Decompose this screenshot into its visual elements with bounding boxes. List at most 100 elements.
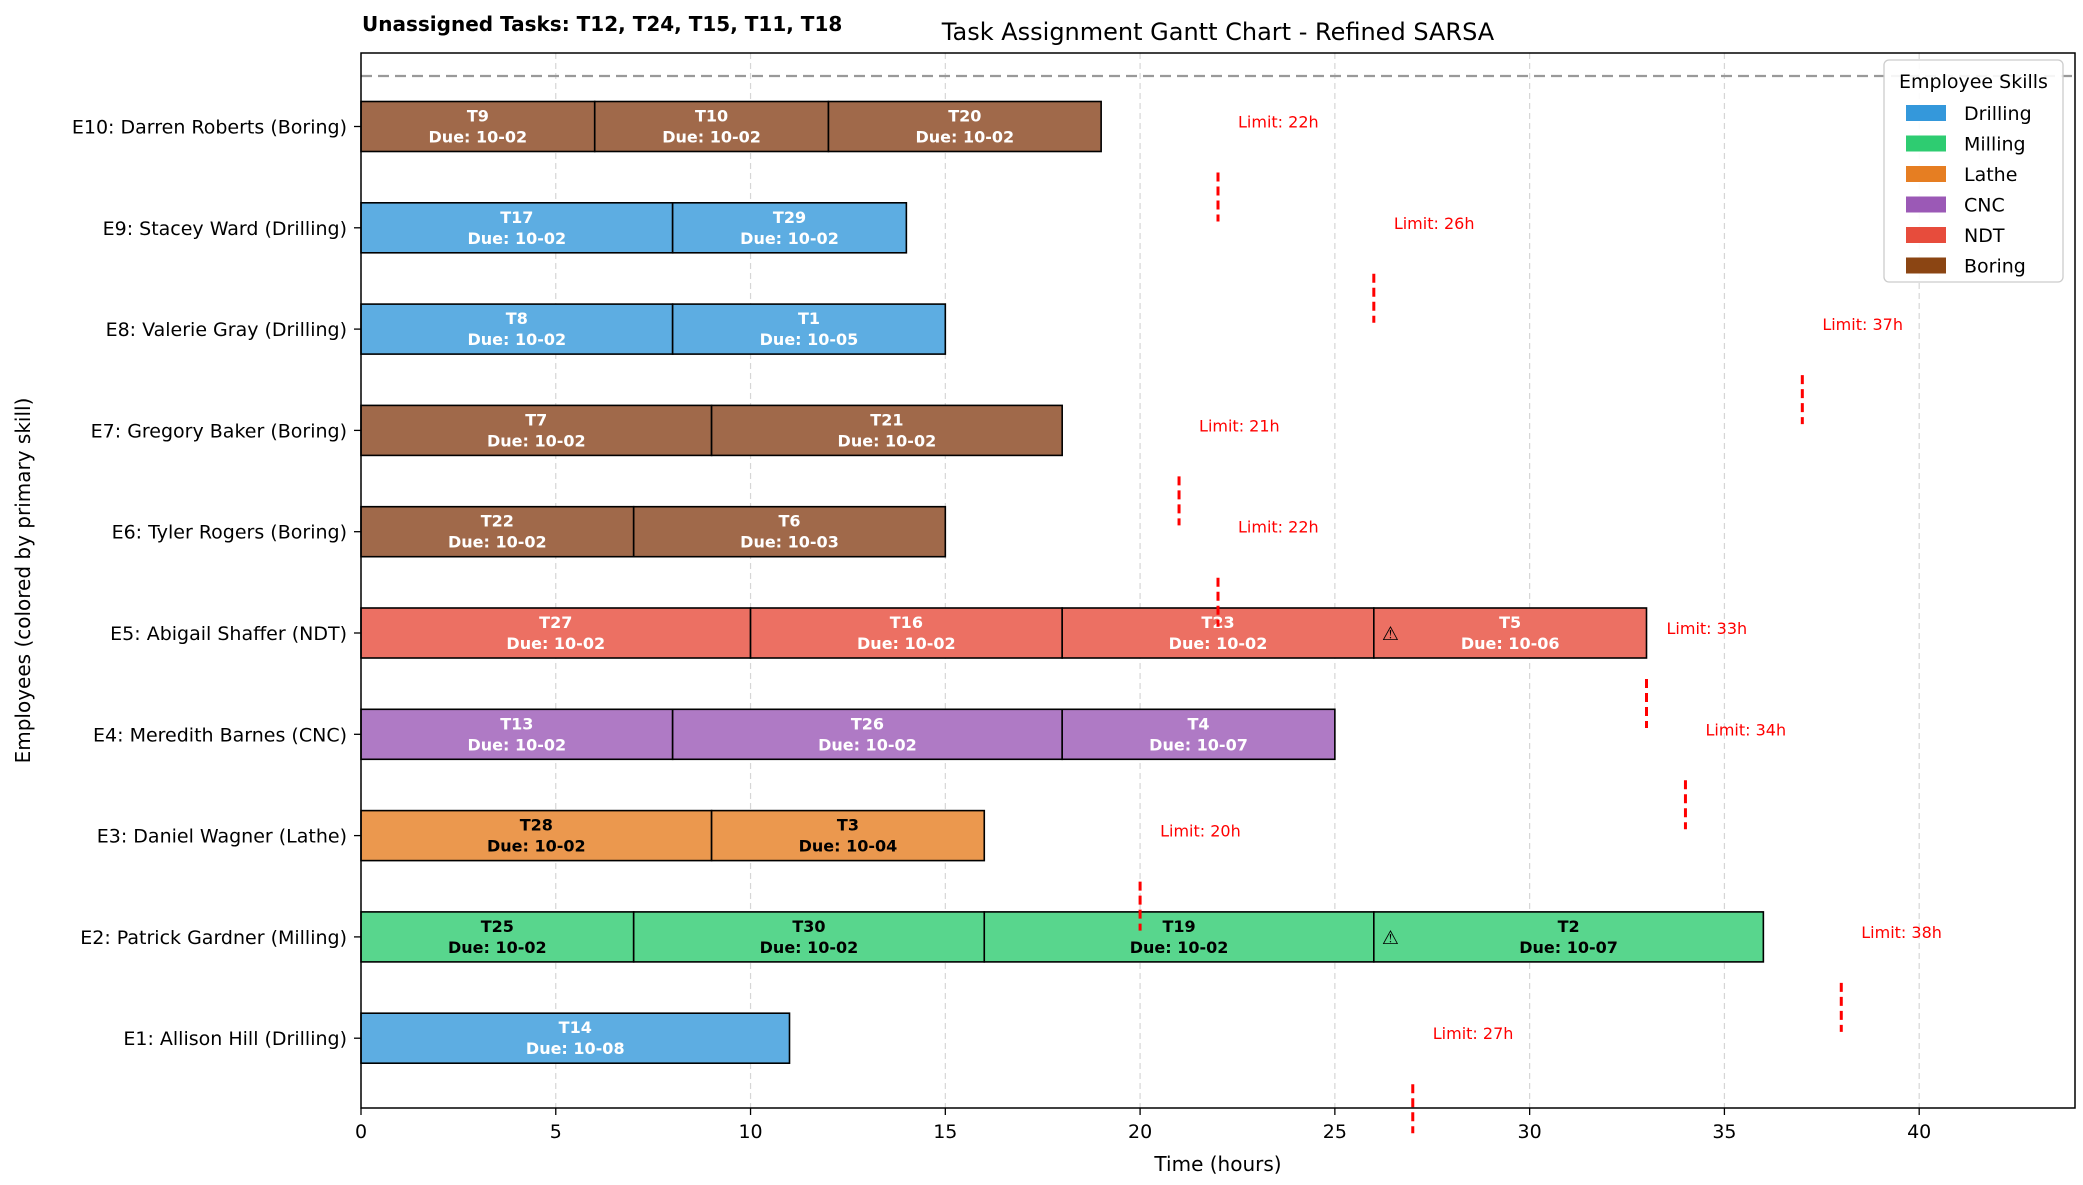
task-due-label: Due: 10-08: [526, 1039, 625, 1058]
task-due-label: Due: 10-02: [467, 735, 566, 754]
legend-swatch: [1906, 227, 1946, 243]
legend-swatch: [1906, 166, 1946, 182]
plot-frame: [360, 52, 2076, 1109]
y-tick-label: E1: Allison Hill (Drilling): [123, 1028, 347, 1050]
task-due-label: Due: 10-02: [838, 431, 937, 450]
task-label: T2: [1558, 917, 1580, 936]
x-tick-label: 5: [550, 1121, 562, 1143]
task-label: T21: [870, 410, 903, 429]
task-bar: [1373, 607, 1648, 659]
bars-layer: T9 Due: 10-02 T10 Due: 10-02 T20 Due: 10-02 T1…: [360, 100, 1765, 1065]
task-bar: [360, 708, 674, 761]
legend-swatch: [1906, 105, 1946, 121]
task-label: T22: [481, 512, 514, 531]
x-tick-label: 0: [355, 1121, 367, 1143]
x-tick-label: 40: [1907, 1121, 1931, 1143]
task-due-label: Due: 10-02: [487, 837, 586, 856]
legend-swatch: [1906, 196, 1946, 213]
task-label: T10: [695, 107, 728, 126]
task-label: T6: [778, 512, 800, 531]
task-bar: [360, 100, 596, 153]
limits-layer: Limit: 22h Limit: 26h Limit: 37h Limit: 21h…: [1138, 113, 1942, 1134]
task-label: T25: [481, 917, 514, 936]
limit-label: Limit: 21h: [1199, 416, 1280, 435]
task-bar: [632, 505, 947, 558]
task-due-label: Due: 10-02: [740, 229, 839, 248]
limit-label: Limit: 38h: [1861, 923, 1942, 942]
limit-label: Limit: 20h: [1160, 822, 1241, 841]
task-bar: [710, 809, 986, 862]
y-tick-label: E9: Stacey Ward (Drilling): [103, 218, 347, 240]
limit-label: Limit: 22h: [1238, 113, 1319, 132]
task-label: T3: [837, 816, 859, 835]
x-tick-label: 25: [1323, 1121, 1347, 1143]
task-due-label: Due: 10-07: [1519, 938, 1618, 957]
task-label: T4: [1187, 714, 1209, 733]
task-label: T14: [559, 1018, 592, 1037]
legend-title: Employee Skills: [1899, 71, 2048, 93]
task-bar: [671, 708, 1063, 761]
limit-label: Limit: 27h: [1433, 1024, 1514, 1043]
task-label: T13: [500, 714, 533, 733]
chart-title: Task Assignment Gantt Chart - Refined SA…: [941, 18, 1495, 46]
task-due-label: Due: 10-03: [740, 533, 839, 552]
task-label: T5: [1499, 613, 1521, 632]
legend-label: Lathe: [1964, 164, 2017, 186]
task-due-label: Due: 10-02: [1169, 634, 1268, 653]
warning-icon: ⚠: [1382, 927, 1399, 949]
y-tick-label: E10: Darren Roberts (Boring): [72, 117, 347, 139]
legend-swatch: [1906, 257, 1946, 274]
task-due-label: Due: 10-02: [467, 229, 566, 248]
limit-label: Limit: 34h: [1705, 720, 1786, 739]
task-due-label: Due: 10-02: [915, 128, 1014, 147]
task-due-label: Due: 10-05: [760, 330, 859, 349]
task-label: T29: [773, 208, 806, 227]
x-tick-label: 20: [1128, 1121, 1152, 1143]
legend-label: Milling: [1964, 134, 2026, 156]
task-due-label: Due: 10-02: [1130, 938, 1229, 957]
task-due-label: Due: 10-02: [467, 330, 566, 349]
task-due-label: Due: 10-02: [487, 431, 586, 450]
y-tick-label: E7: Gregory Baker (Boring): [91, 420, 347, 442]
legend-swatch: [1906, 135, 1946, 152]
y-tick-label: E8: Valerie Gray (Drilling): [106, 319, 347, 341]
legend-label: Drilling: [1964, 103, 2032, 125]
x-tick-label: 15: [933, 1121, 957, 1143]
unassigned-tasks-note: Unassigned Tasks: T12, T24, T15, T11, T1…: [362, 12, 842, 36]
task-due-label: Due: 10-02: [857, 634, 956, 653]
task-label: T7: [525, 410, 547, 429]
task-due-label: Due: 10-02: [448, 533, 547, 552]
task-bar: [671, 202, 908, 254]
task-label: T8: [506, 309, 528, 328]
limit-label: Limit: 33h: [1667, 619, 1748, 638]
task-due-label: Due: 10-02: [662, 128, 761, 147]
y-tick-label: E2: Patrick Gardner (Milling): [80, 927, 347, 949]
task-bar: [710, 404, 1063, 457]
task-bar: [632, 911, 986, 963]
limit-label: Limit: 22h: [1238, 518, 1319, 537]
y-tick-label: E4: Meredith Barnes (CNC): [93, 724, 347, 746]
axes-layer: E10: Darren Roberts (Boring) E9: Stacey W…: [11, 12, 2076, 1176]
task-bar: [593, 100, 830, 153]
task-due-label: Due: 10-02: [448, 938, 547, 957]
task-bar: [983, 911, 1375, 963]
legend: Employee Skills Drilling Milling Lathe CNC ND…: [1883, 59, 2064, 283]
legend-label: Boring: [1964, 256, 2026, 278]
warning-icon: ⚠: [1382, 623, 1399, 645]
legend-label: CNC: [1964, 195, 2005, 217]
task-due-label: Due: 10-04: [799, 837, 898, 856]
task-label: T27: [539, 613, 572, 632]
task-bar: [827, 100, 1102, 153]
task-due-label: Due: 10-02: [429, 128, 528, 147]
x-tick-label: 30: [1518, 1121, 1542, 1143]
x-axis-label: Time (hours): [1153, 1152, 1281, 1176]
task-label: T28: [520, 816, 553, 835]
task-label: T19: [1162, 917, 1195, 936]
task-bar: [671, 303, 947, 355]
y-tick-label: E6: Tyler Rogers (Boring): [112, 522, 347, 544]
task-bar: [1061, 708, 1336, 761]
task-bar: [749, 607, 1063, 659]
task-bar: [1061, 607, 1375, 659]
